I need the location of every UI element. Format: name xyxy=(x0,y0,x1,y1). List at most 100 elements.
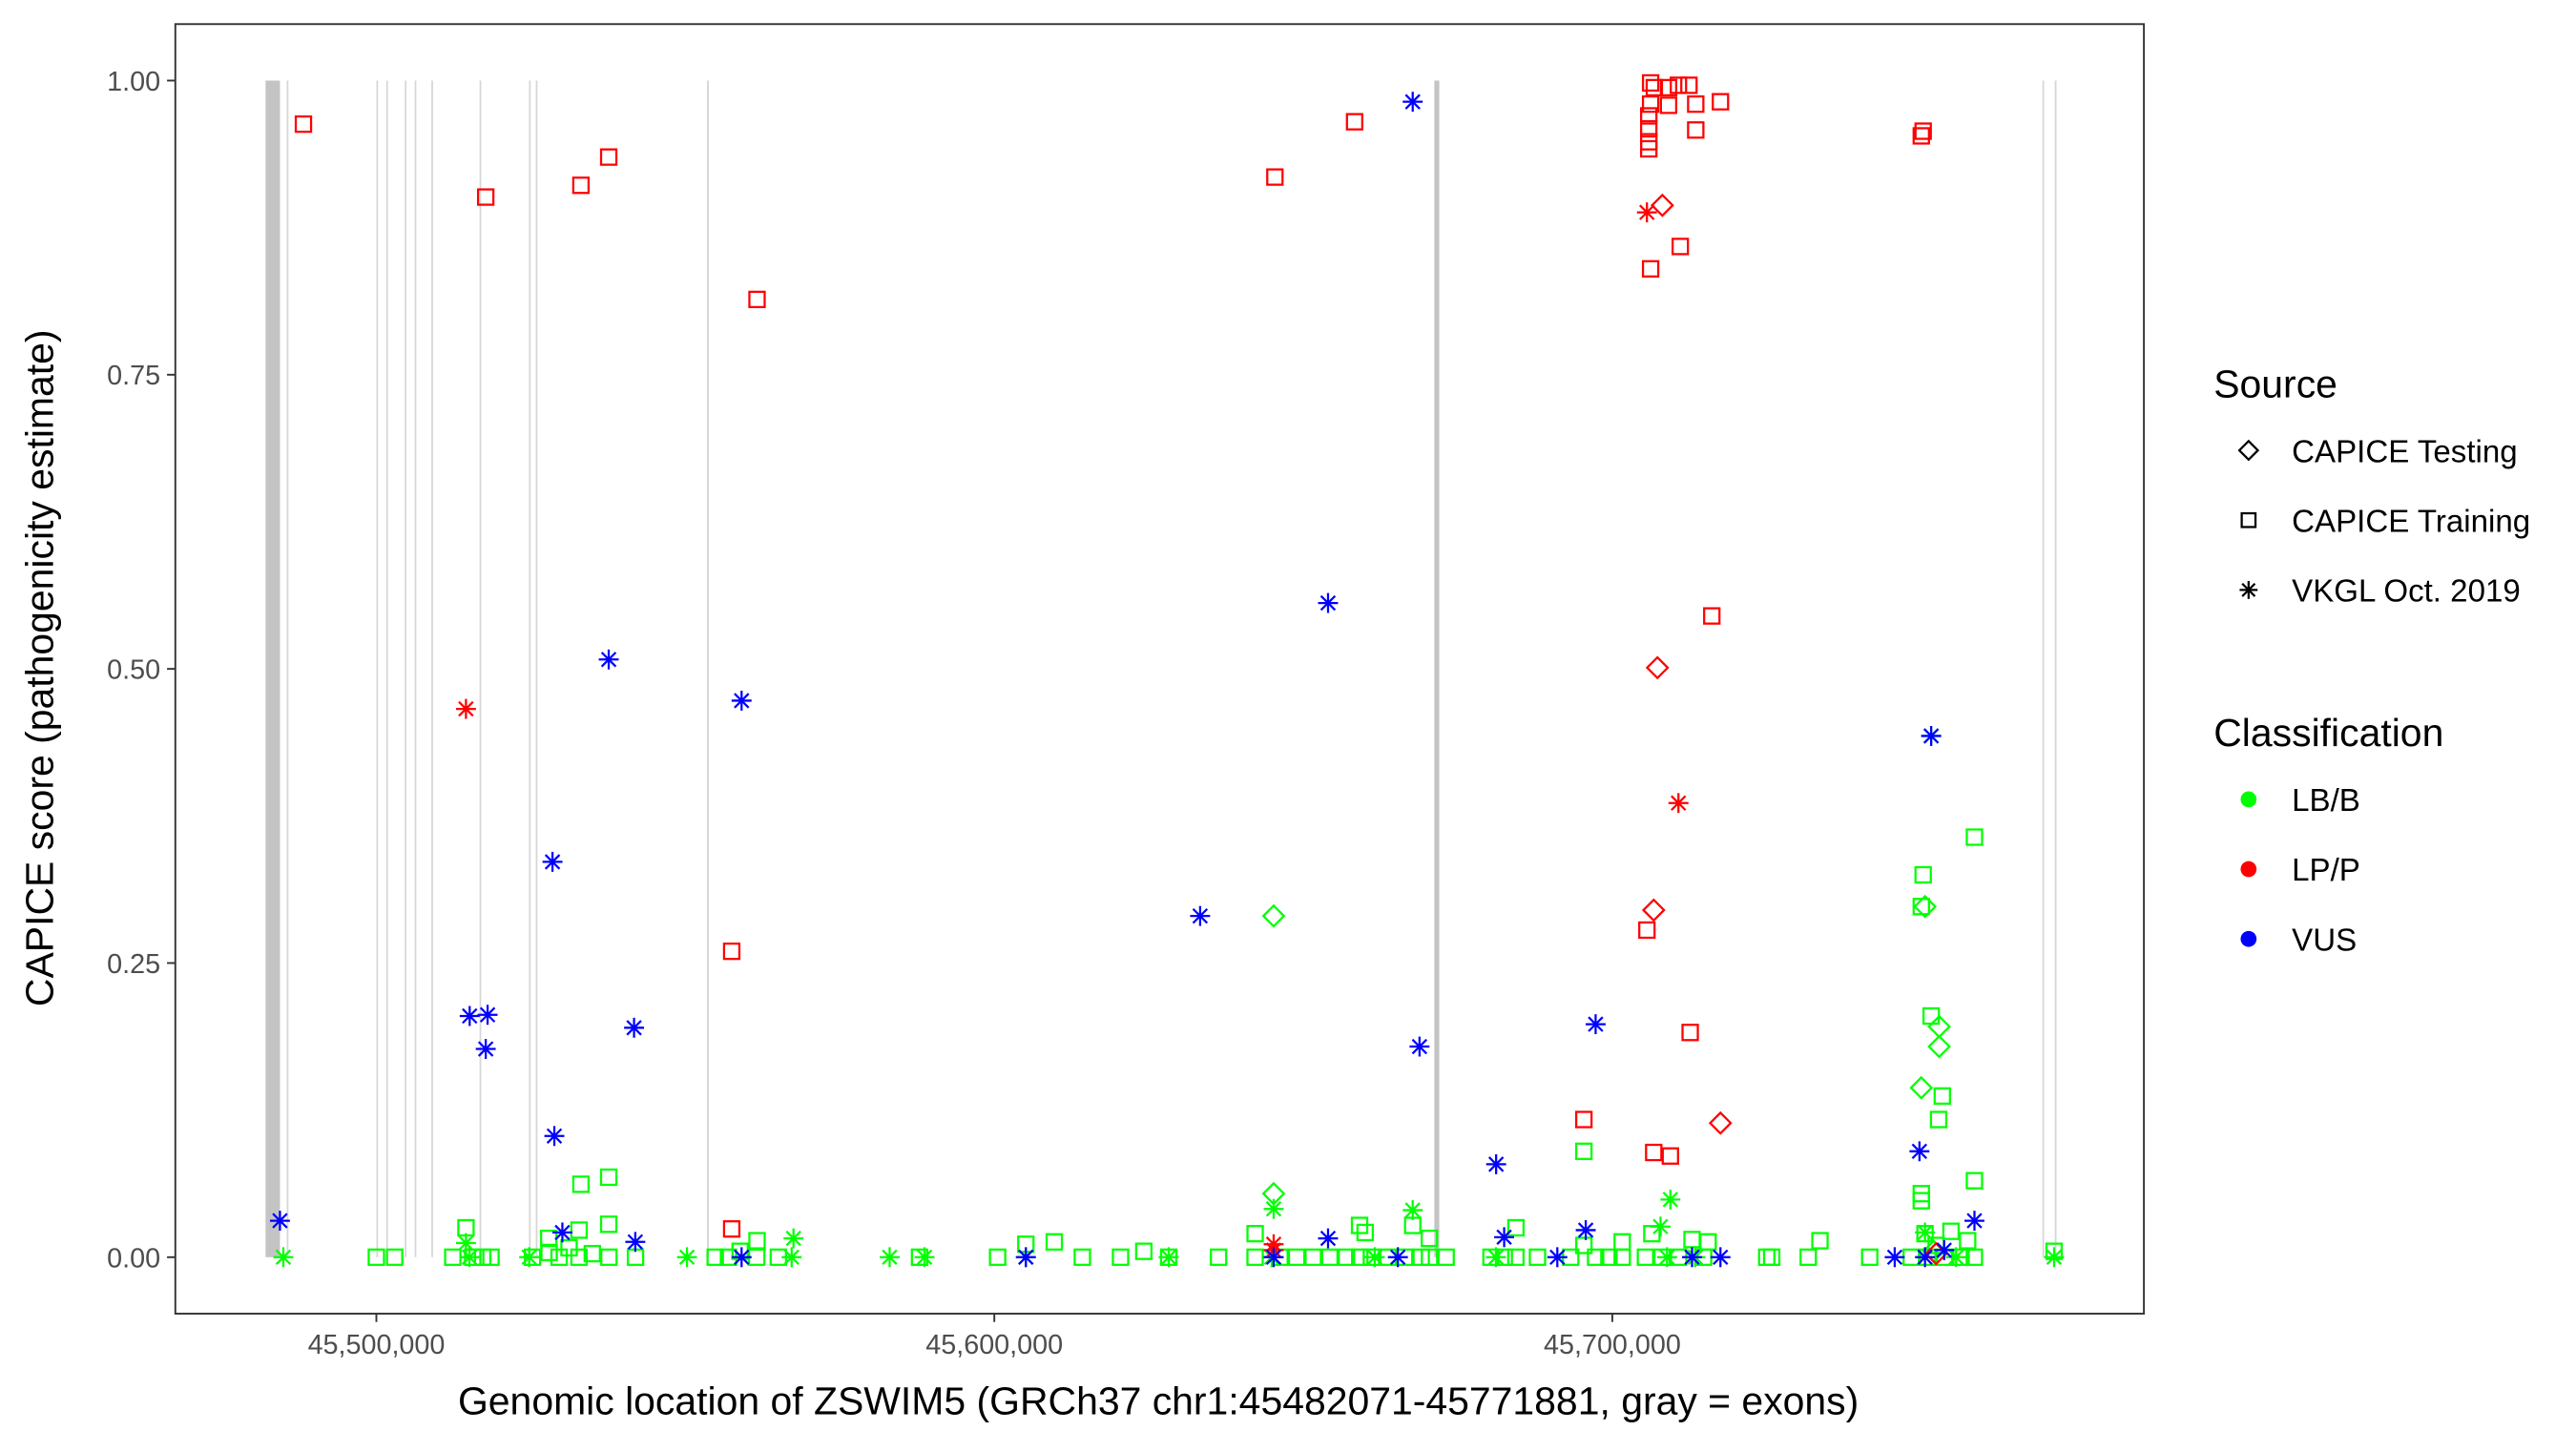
point-lbb-square xyxy=(1287,1248,1306,1266)
point-vus-star xyxy=(477,1005,498,1026)
exon-band xyxy=(385,80,388,1257)
point-lbb-square xyxy=(1356,1223,1374,1242)
point-lbb-square xyxy=(1574,1236,1593,1255)
point-vus-star xyxy=(542,851,563,872)
point-lbb-star xyxy=(2044,1247,2065,1268)
point-lbb-square xyxy=(1912,1192,1930,1210)
point-lbb-square xyxy=(1929,1110,1948,1129)
point-lpp-square xyxy=(1266,168,1284,186)
point-lpp-square xyxy=(722,942,741,961)
point-lbb-square xyxy=(560,1238,578,1257)
point-lbb-square xyxy=(1762,1248,1781,1266)
point-lbb-square xyxy=(1073,1248,1091,1266)
point-vus-star xyxy=(1682,1247,1702,1268)
exon-band xyxy=(414,80,417,1257)
point-lbb-square xyxy=(1933,1087,1951,1105)
point-lbb-square xyxy=(1338,1248,1356,1266)
point-lbb-star xyxy=(676,1247,697,1268)
x-tick-label: 45,500,000 xyxy=(308,1330,446,1360)
legend: Source Classification CAPICE Testing CAPI… xyxy=(2213,362,2530,958)
point-lbb-square xyxy=(1304,1248,1322,1266)
exon-band xyxy=(479,80,482,1257)
data-points xyxy=(269,73,2065,1268)
point-lpp-square xyxy=(1670,76,1688,94)
point-lpp-diamond xyxy=(1645,655,1670,680)
point-lpp-diamond xyxy=(1708,1110,1733,1135)
point-lbb-diamond xyxy=(1261,903,1286,928)
point-lbb-square xyxy=(1574,1142,1593,1160)
point-vus-star xyxy=(1909,1141,1930,1162)
point-lpp-square xyxy=(1712,93,1730,111)
point-vus-star xyxy=(1318,1228,1339,1249)
point-lbb-square xyxy=(367,1248,385,1266)
point-vus-star xyxy=(1190,905,1211,926)
point-lbb-square xyxy=(1506,1218,1526,1237)
point-lbb-square xyxy=(600,1248,618,1266)
point-lbb-square xyxy=(385,1248,404,1266)
point-lbb-square xyxy=(1600,1248,1618,1266)
point-vus-star xyxy=(624,1017,645,1038)
point-lbb-square xyxy=(1528,1248,1547,1266)
legend-classification-label: LB/B xyxy=(2292,783,2360,819)
legend-source-title: Source xyxy=(2213,362,2337,405)
point-vus-star xyxy=(1884,1247,1905,1268)
point-lpp-square xyxy=(1641,259,1660,278)
point-lpp-diamond xyxy=(1641,898,1666,923)
point-lbb-star xyxy=(1915,1222,1936,1243)
exon-band xyxy=(1434,80,1440,1257)
point-lbb-star xyxy=(1364,1247,1385,1268)
exon-band xyxy=(535,80,538,1257)
point-lbb-square xyxy=(1965,1248,1984,1266)
point-lpp-square xyxy=(1912,127,1930,145)
point-lbb-star xyxy=(880,1247,900,1268)
exon-band xyxy=(431,80,433,1257)
point-lbb-star xyxy=(1402,1200,1423,1220)
point-lpp-square xyxy=(1914,122,1932,140)
point-lbb-square xyxy=(1699,1233,1717,1251)
point-lbb-star xyxy=(273,1247,294,1268)
exon-band xyxy=(286,80,289,1257)
exon-band xyxy=(707,80,709,1257)
point-lpp-star xyxy=(455,698,476,719)
point-lpp-square xyxy=(1659,96,1678,114)
legend-star-icon xyxy=(2239,580,2258,599)
point-vus-star xyxy=(1575,1219,1596,1240)
exon-band xyxy=(405,80,407,1257)
point-lbb-star xyxy=(781,1247,802,1268)
y-axis-title: CAPICE score (pathogenicity estimate) xyxy=(18,329,62,1006)
point-vus-star xyxy=(731,690,752,711)
point-lbb-star xyxy=(1485,1247,1506,1268)
point-lbb-star xyxy=(1656,1247,1677,1268)
point-vus-star xyxy=(475,1039,496,1059)
point-lpp-square xyxy=(1345,113,1363,131)
point-lpp-square xyxy=(1680,76,1698,94)
point-lpp-square xyxy=(1687,94,1705,114)
point-lbb-square xyxy=(1860,1248,1879,1266)
point-lbb-square xyxy=(599,1168,618,1187)
exon-band xyxy=(2054,80,2057,1257)
legend-classification-title: Classification xyxy=(2213,711,2443,755)
legend-color-dot-icon xyxy=(2240,791,2257,808)
point-lpp-square xyxy=(748,290,766,309)
point-lbb-square xyxy=(1421,1229,1439,1248)
point-vus-star xyxy=(1318,592,1339,613)
point-vus-star xyxy=(1547,1247,1568,1268)
point-lbb-square xyxy=(1914,865,1932,884)
point-vus-star xyxy=(544,1126,565,1147)
point-lbb-square xyxy=(570,1221,589,1239)
point-lpp-square xyxy=(1645,1143,1663,1162)
point-lbb-star xyxy=(459,1247,480,1268)
point-lbb-square xyxy=(1421,1248,1439,1266)
point-lpp-square xyxy=(1659,78,1678,97)
legend-classification-label: LP/P xyxy=(2292,853,2360,888)
point-vus-star xyxy=(269,1211,290,1232)
point-lpp-square xyxy=(1681,1024,1699,1042)
point-lbb-diamond xyxy=(1927,1034,1951,1059)
plot-panel-border xyxy=(174,23,2146,1315)
y-tick-label: 0.00 xyxy=(107,1243,160,1274)
point-vus-star xyxy=(731,1247,752,1268)
point-vus-star xyxy=(598,649,619,670)
point-lpp-square xyxy=(1672,238,1690,256)
point-vus-star xyxy=(1710,1247,1731,1268)
point-vus-star xyxy=(1934,1239,1955,1260)
